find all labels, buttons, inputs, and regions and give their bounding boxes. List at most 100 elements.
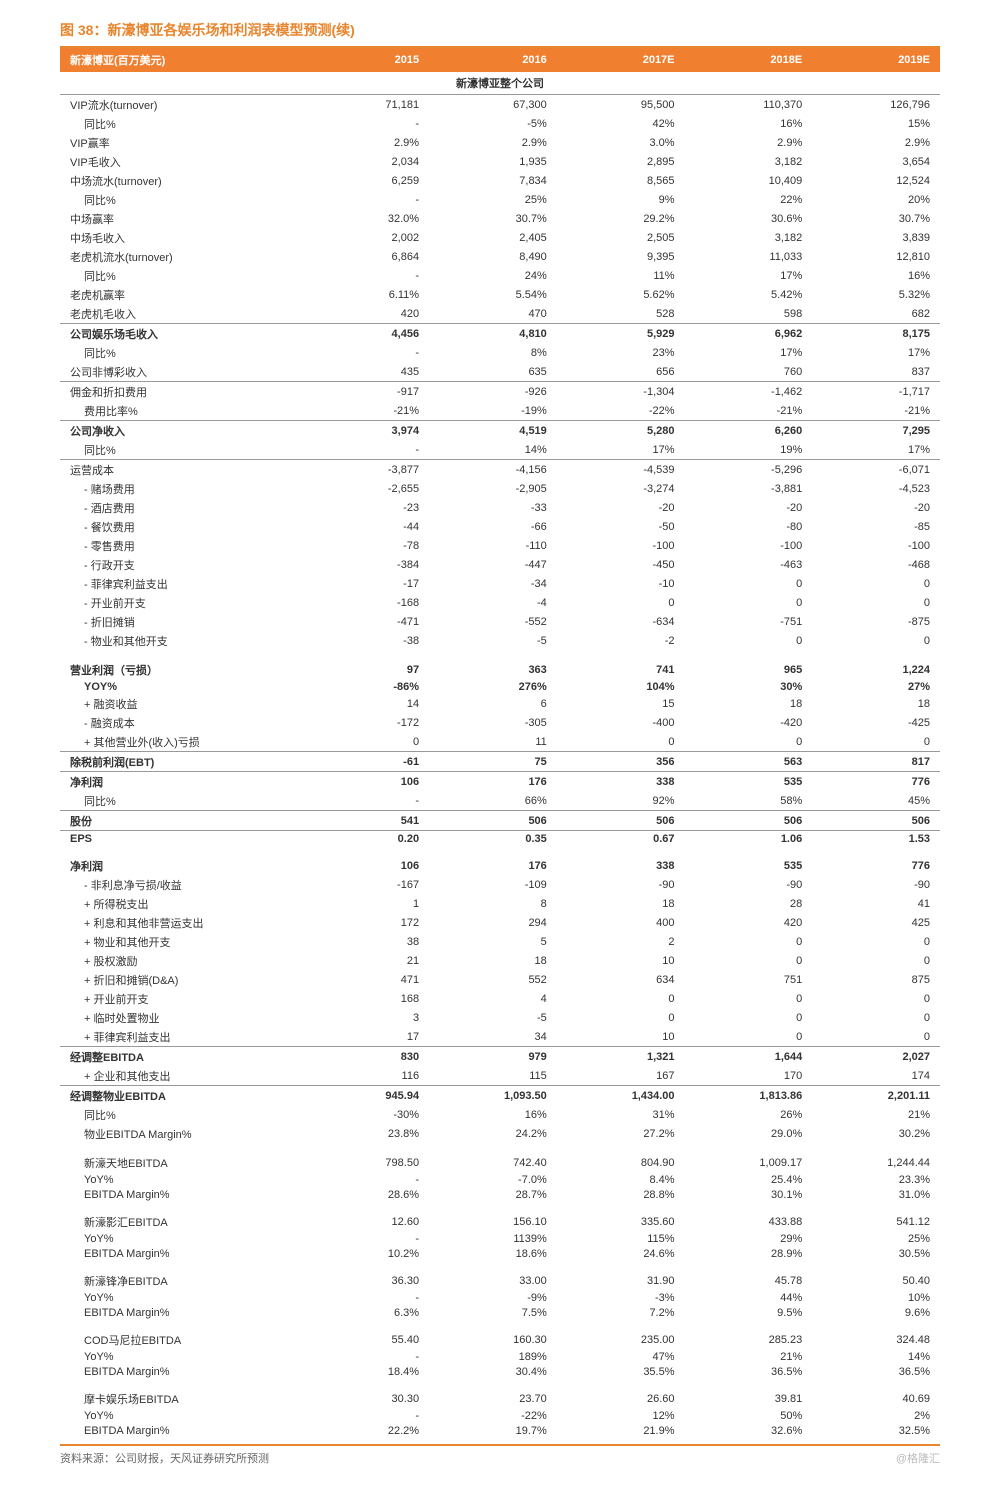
table-cell: 172 [320,913,429,932]
table-cell: 3.0% [557,133,685,152]
table-cell: 16% [429,1105,557,1124]
table-cell: 19% [685,440,813,460]
table-cell: EBITDA Margin% [60,1305,320,1320]
table-cell: 0.35 [429,831,557,847]
table-cell: -7.0% [429,1172,557,1187]
table-row: VIP流水(turnover)71,18167,30095,500110,370… [60,95,940,115]
table-cell: 830 [320,1047,429,1067]
table-cell: YoY% [60,1172,320,1187]
table-cell: -5 [429,631,557,650]
table-cell: 433.88 [685,1212,813,1231]
table-cell: 18 [685,694,813,713]
table-cell: 0 [685,631,813,650]
table-cell: 24.2% [429,1124,557,1143]
table-cell: 36.5% [685,1364,813,1379]
table-row: 公司净收入3,9744,5195,2806,2607,295 [60,421,940,441]
table-row: + 融资收益146151818 [60,694,940,713]
table-cell: 30.2% [812,1124,940,1143]
table-cell: - [320,1349,429,1364]
table-cell: 2,002 [320,228,429,247]
table-cell: 同比% [60,190,320,209]
table-header-row: 新濠博亚(百万美元) 2015 2016 2017E 2018E 2019E [60,48,940,72]
table-row [60,1202,940,1212]
table-cell: 837 [812,362,940,382]
table-cell: 6 [429,694,557,713]
table-row: + 折旧和摊销(D&A)471552634751875 [60,970,940,989]
table-cell: -463 [685,555,813,574]
table-cell: 945.94 [320,1086,429,1106]
table-cell: -100 [812,536,940,555]
table-row: VIP赢率2.9%2.9%3.0%2.9%2.9% [60,133,940,152]
table-cell: 0 [685,932,813,951]
table-cell: 中场赢率 [60,209,320,228]
table-cell: -33 [429,498,557,517]
table-cell: 30.6% [685,209,813,228]
table-cell: 92% [557,791,685,811]
table-cell: 23.3% [812,1172,940,1187]
table-cell: 3,839 [812,228,940,247]
table-cell: 776 [812,856,940,875]
table-cell: 21 [320,951,429,970]
table-cell: -751 [685,612,813,631]
table-cell: 1.06 [685,831,813,847]
table-cell: 2,505 [557,228,685,247]
table-cell: 0 [685,951,813,970]
table-cell: 公司娱乐场毛收入 [60,324,320,344]
table-cell: 10 [557,951,685,970]
table-cell: - [320,1290,429,1305]
table-row: 除税前利润(EBT)-6175356563817 [60,752,940,772]
table-cell: 18.4% [320,1364,429,1379]
table-cell: + 菲律宾利益支出 [60,1027,320,1047]
table-cell: 5 [429,932,557,951]
table-cell: 2.9% [320,133,429,152]
table-row: 新濠锋净EBITDA36.3033.0031.9045.7850.40 [60,1271,940,1290]
table-row: 新濠影汇EBITDA12.60156.10335.60433.88541.12 [60,1212,940,1231]
table-cell: 28.9% [685,1246,813,1261]
table-cell: 15% [812,114,940,133]
table-cell: 12.60 [320,1212,429,1231]
table-row: - 开业前开支-168-4000 [60,593,940,612]
table-cell: 170 [685,1066,813,1086]
table-cell: 5.32% [812,285,940,304]
table-row: - 赌场费用-2,655-2,905-3,274-3,881-4,523 [60,479,940,498]
table-cell: 29.0% [685,1124,813,1143]
table-cell: -22% [429,1408,557,1423]
table-row: 同比%-25%9%22%20% [60,190,940,209]
table-row: YoY%--9%-3%44%10% [60,1290,940,1305]
table-cell: 26% [685,1105,813,1124]
table-cell: 0 [812,989,940,1008]
table-cell: 38 [320,932,429,951]
table-cell: 17% [812,343,940,362]
table-cell: 11% [557,266,685,285]
table-cell: 公司非博彩收入 [60,362,320,382]
table-cell: 176 [429,856,557,875]
table-cell: 经调整EBITDA [60,1047,320,1067]
table-cell: 160.30 [429,1330,557,1349]
table-cell: 物业EBITDA Margin% [60,1124,320,1143]
table-row: EPS0.200.350.671.061.53 [60,831,940,847]
table-row: + 股权激励21181000 [60,951,940,970]
table-cell: 4 [429,989,557,1008]
table-row: 新濠天地EBITDA798.50742.40804.901,009.171,24… [60,1153,940,1172]
table-row: EBITDA Margin%28.6%28.7%28.8%30.1%31.0% [60,1187,940,1202]
table-cell: 9.5% [685,1305,813,1320]
table-row: - 非利息净亏损/收益-167-109-90-90-90 [60,875,940,894]
table-cell: 6.3% [320,1305,429,1320]
table-cell: 71,181 [320,95,429,115]
table-cell: 同比% [60,266,320,285]
footer: 资料来源：公司财报，天风证券研究所预测 @格隆汇 [60,1444,940,1466]
table-cell: 36.30 [320,1271,429,1290]
table-cell: 1,093.50 [429,1086,557,1106]
table-cell: - 行政开支 [60,555,320,574]
table-cell: 0 [557,593,685,612]
table-cell: 506 [429,811,557,831]
table-cell: 25.4% [685,1172,813,1187]
table-cell: - 赌场费用 [60,479,320,498]
table-cell: 16% [812,266,940,285]
table-cell: -420 [685,713,813,732]
table-cell: 14% [429,440,557,460]
table-row: YOY%-86%276%104%30%27% [60,679,940,694]
table-cell: + 临时处置物业 [60,1008,320,1027]
table-cell: + 融资收益 [60,694,320,713]
table-cell: 8,490 [429,247,557,266]
